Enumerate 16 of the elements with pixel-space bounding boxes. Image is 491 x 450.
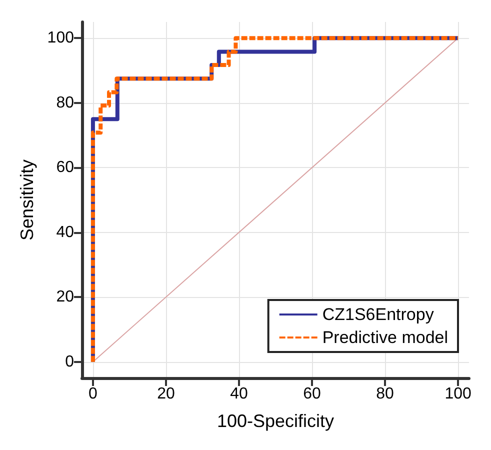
legend-label: CZ1S6Entropy <box>322 305 434 324</box>
x-tick-label: 40 <box>230 386 248 402</box>
y-tick-label: 100 <box>47 30 74 47</box>
y-tick-label: 80 <box>56 94 74 112</box>
y-axis-title: Sensitivity <box>17 159 37 241</box>
legend-label: Predictive model <box>322 328 448 347</box>
y-tick-label: 0 <box>65 353 74 370</box>
x-tick-label: 20 <box>157 386 175 402</box>
x-tick-label: 60 <box>303 386 322 402</box>
y-tick-label: 60 <box>56 159 74 176</box>
x-tick-label: 80 <box>376 386 394 402</box>
x-axis-title: 100-Specificity <box>216 411 334 431</box>
y-tick-label: 40 <box>56 224 74 241</box>
x-tick-label: 0 <box>88 386 98 402</box>
y-tick-label: 20 <box>56 288 74 306</box>
x-tick-label: 100 <box>444 386 472 402</box>
